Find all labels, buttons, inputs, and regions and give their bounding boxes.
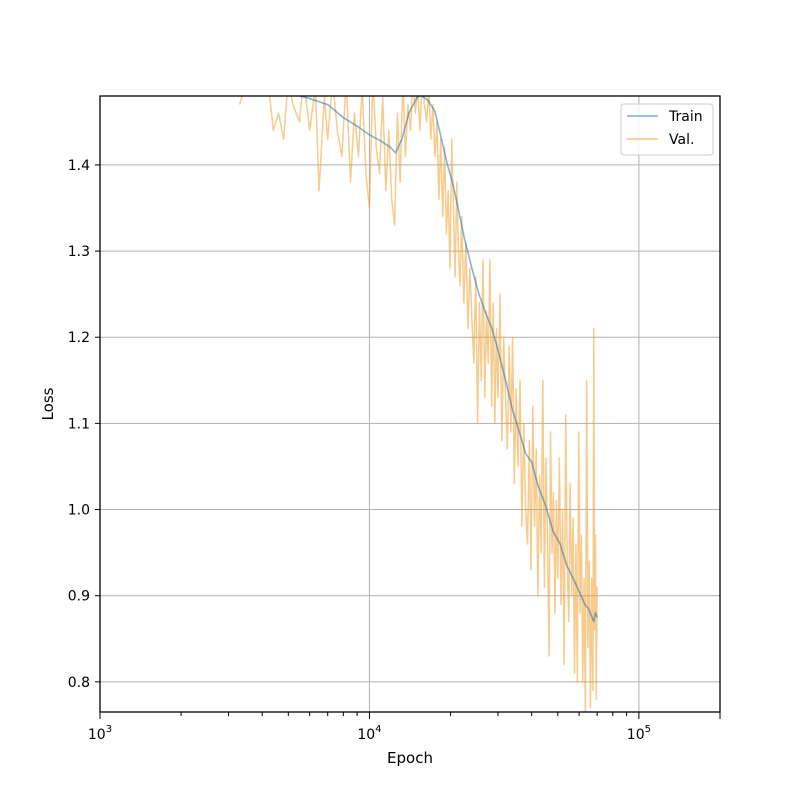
val-line: [238, 96, 598, 712]
x-tick-label: 105: [627, 724, 651, 743]
legend: Train Val.: [620, 103, 714, 156]
y-tick-label: 0.8: [68, 675, 90, 691]
grid-lines: [99, 96, 720, 712]
plot-frame: [99, 95, 721, 713]
y-tick-label: 1.3: [68, 244, 90, 260]
y-tick-label: 1.0: [68, 503, 90, 519]
y-tick-label: 0.9: [68, 589, 90, 605]
x-axis-label: Epoch: [387, 749, 433, 767]
axis-ticks: 0.8 0.9 1.0 1.1 1.2 1.3 1.4 103 104 105: [68, 158, 721, 743]
y-tick-label: 1.2: [68, 330, 90, 346]
y-axis-label: Loss: [39, 387, 57, 420]
x-tick-label: 104: [357, 724, 381, 743]
legend-label-train: Train: [668, 109, 703, 125]
y-tick-label: 1.4: [68, 158, 90, 174]
train-line: [299, 96, 598, 623]
series-layer: [238, 96, 598, 712]
legend-label-val: Val.: [669, 132, 694, 148]
x-tick-label: 103: [88, 724, 112, 743]
y-tick-label: 1.1: [68, 416, 90, 432]
